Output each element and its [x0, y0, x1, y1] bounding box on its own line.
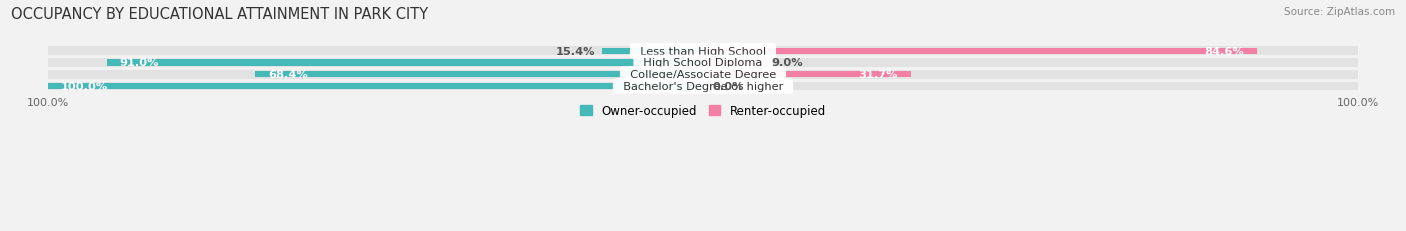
- Bar: [48, 47, 1358, 56]
- Text: Bachelor's Degree or higher: Bachelor's Degree or higher: [616, 82, 790, 92]
- Text: 31.7%: 31.7%: [858, 70, 897, 80]
- Bar: [48, 84, 703, 90]
- Bar: [703, 48, 1257, 55]
- Bar: [254, 72, 703, 78]
- Text: 0.0%: 0.0%: [713, 82, 744, 92]
- Text: 100.0%: 100.0%: [60, 82, 108, 92]
- Bar: [48, 59, 1358, 67]
- Bar: [107, 60, 703, 66]
- Text: Source: ZipAtlas.com: Source: ZipAtlas.com: [1284, 7, 1395, 17]
- Text: OCCUPANCY BY EDUCATIONAL ATTAINMENT IN PARK CITY: OCCUPANCY BY EDUCATIONAL ATTAINMENT IN P…: [11, 7, 429, 22]
- Bar: [48, 71, 1358, 79]
- Text: College/Associate Degree: College/Associate Degree: [623, 70, 783, 80]
- Text: High School Diploma: High School Diploma: [637, 58, 769, 68]
- Text: 15.4%: 15.4%: [555, 46, 596, 56]
- Bar: [703, 72, 911, 78]
- Text: 84.6%: 84.6%: [1205, 46, 1244, 56]
- Bar: [602, 48, 703, 55]
- Legend: Owner-occupied, Renter-occupied: Owner-occupied, Renter-occupied: [579, 104, 827, 117]
- Text: Less than High School: Less than High School: [633, 46, 773, 56]
- Bar: [703, 60, 762, 66]
- Text: 9.0%: 9.0%: [772, 58, 803, 68]
- Text: 91.0%: 91.0%: [120, 58, 159, 68]
- Bar: [48, 82, 1358, 91]
- Text: 68.4%: 68.4%: [269, 70, 308, 80]
